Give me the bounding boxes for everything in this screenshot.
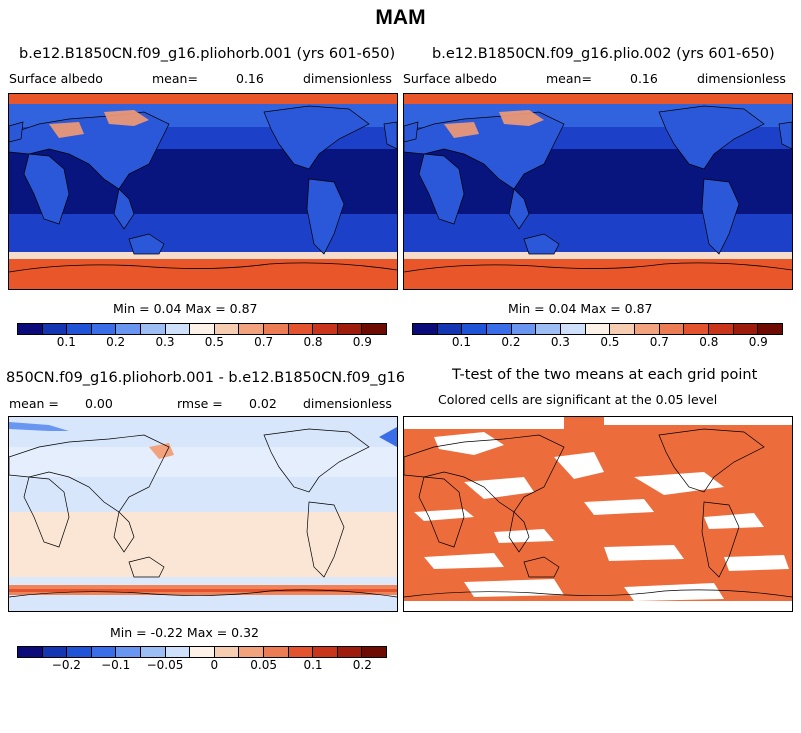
colorbar-tick-label: 0.9 <box>748 335 768 349</box>
colorbar-tick-label: 0.3 <box>550 335 570 349</box>
colorbar-swatch <box>362 324 386 334</box>
colorbar-swatch <box>165 324 191 334</box>
colorbar-tick-label: −0.1 <box>101 658 131 672</box>
panel-c-rmse-label: rmse = <box>177 396 223 411</box>
colorbar-tick-label: 0.8 <box>303 335 323 349</box>
colorbar-tick-label: 0.2 <box>501 335 521 349</box>
colorbar-c-ticks: −0.2 −0.1 −0.05 0 0.05 0.1 0.2 <box>17 657 387 677</box>
colorbar-swatch <box>140 647 166 657</box>
colorbar-tick-label: 0.1 <box>451 335 471 349</box>
panel-d-map <box>403 416 793 612</box>
colorbar-swatch <box>263 647 289 657</box>
panel-b-minmax: Min = 0.04 Max = 0.87 <box>508 301 653 316</box>
colorbar-swatch <box>610 324 636 334</box>
panel-a-mean-label: mean= <box>152 71 198 86</box>
colorbar-swatch <box>116 647 141 657</box>
colorbar-swatch <box>337 647 363 657</box>
colorbar-a <box>17 323 387 335</box>
colorbar-swatch <box>190 647 215 657</box>
panel-b-mean-value: 0.16 <box>630 71 658 86</box>
colorbar-tick-label: 0.7 <box>254 335 274 349</box>
panel-c-minmax: Min = -0.22 Max = 0.32 <box>110 625 260 640</box>
panel-c-map <box>8 416 398 612</box>
colorbar-swatch <box>263 324 289 334</box>
colorbar-tick-label: 0 <box>210 658 219 672</box>
figure-title: MAM <box>375 6 426 29</box>
colorbar-tick-label: 0.7 <box>649 335 669 349</box>
colorbar-swatch <box>635 324 660 334</box>
panel-a-variable: Surface albedo <box>9 71 103 86</box>
colorbar-swatch <box>288 647 314 657</box>
colorbar-swatch <box>437 324 463 334</box>
colorbar-tick-label: 0.05 <box>250 658 278 672</box>
panel-b-title: b.e12.B1850CN.f09_g16.plio.002 (yrs 601-… <box>432 46 775 62</box>
panel-c-units: dimensionless <box>303 396 392 411</box>
colorbar-swatch <box>313 324 338 334</box>
colorbar-swatch <box>190 324 215 334</box>
colorbar-swatch <box>239 324 264 334</box>
panel-d-subtitle: Colored cells are significant at the 0.0… <box>438 392 718 407</box>
colorbar-swatch <box>733 324 759 334</box>
colorbar-swatch <box>684 324 710 334</box>
panel-d-title: T-test of the two means at each grid poi… <box>452 367 758 383</box>
colorbar-tick-label: −0.05 <box>146 658 184 672</box>
colorbar-swatch <box>91 324 117 334</box>
panel-a-units: dimensionless <box>303 71 392 86</box>
colorbar-swatch <box>511 324 537 334</box>
colorbar-swatch <box>337 324 363 334</box>
colorbar-c <box>17 646 387 658</box>
panel-a-title: b.e12.B1850CN.f09_g16.pliohorb.001 (yrs … <box>19 46 396 62</box>
colorbar-tick-label: 0.8 <box>699 335 719 349</box>
colorbar-swatch <box>585 324 611 334</box>
colorbar-swatch <box>709 324 734 334</box>
panel-c-title: 850CN.f09_g16.pliohorb.001 - b.e12.B1850… <box>6 370 404 386</box>
colorbar-swatch <box>67 647 92 657</box>
colorbar-swatch <box>659 324 685 334</box>
colorbar-swatch <box>214 647 240 657</box>
panel-b-map <box>403 93 793 290</box>
panel-b-variable: Surface albedo <box>403 71 497 86</box>
panel-a-minmax: Min = 0.04 Max = 0.87 <box>113 301 258 316</box>
colorbar-swatch <box>462 324 488 334</box>
colorbar-swatch <box>536 324 562 334</box>
panel-c-mean-label: mean = <box>9 396 59 411</box>
colorbar-swatch <box>42 324 68 334</box>
colorbar-swatch <box>116 324 141 334</box>
colorbar-swatch <box>413 324 438 334</box>
colorbar-b-ticks: 0.1 0.2 0.3 0.5 0.7 0.8 0.9 <box>412 334 783 354</box>
panel-b-mean-label: mean= <box>546 71 592 86</box>
colorbar-tick-label: −0.2 <box>51 658 81 672</box>
panel-c-mean-value: 0.00 <box>85 396 113 411</box>
colorbar-swatch <box>239 647 264 657</box>
colorbar-swatch <box>362 647 386 657</box>
colorbar-swatch <box>67 324 92 334</box>
colorbar-tick-label: 0.5 <box>600 335 620 349</box>
colorbar-tick-label: 0.5 <box>204 335 224 349</box>
colorbar-tick-label: 0.3 <box>155 335 175 349</box>
colorbar-tick-label: 0.2 <box>106 335 126 349</box>
colorbar-swatch <box>18 647 43 657</box>
colorbar-swatch <box>561 324 586 334</box>
panel-a-map <box>8 93 398 290</box>
colorbar-tick-label: 0.9 <box>352 335 372 349</box>
colorbar-swatch <box>18 324 43 334</box>
colorbar-swatch <box>91 647 117 657</box>
panel-a-mean-value: 0.16 <box>236 71 264 86</box>
panel-c-rmse-value: 0.02 <box>249 396 277 411</box>
colorbar-swatch <box>758 324 783 334</box>
colorbar-tick-label: 0.2 <box>352 658 372 672</box>
colorbar-swatch <box>165 647 191 657</box>
colorbar-swatch <box>42 647 68 657</box>
colorbar-tick-label: 0.1 <box>56 335 76 349</box>
colorbar-swatch <box>288 324 314 334</box>
colorbar-swatch <box>214 324 240 334</box>
colorbar-b <box>412 323 783 335</box>
colorbar-tick-label: 0.1 <box>303 658 323 672</box>
colorbar-swatch <box>487 324 512 334</box>
colorbar-swatch <box>140 324 166 334</box>
colorbar-a-ticks: 0.1 0.2 0.3 0.5 0.7 0.8 0.9 <box>17 334 387 354</box>
colorbar-swatch <box>313 647 338 657</box>
panel-b-units: dimensionless <box>697 71 786 86</box>
